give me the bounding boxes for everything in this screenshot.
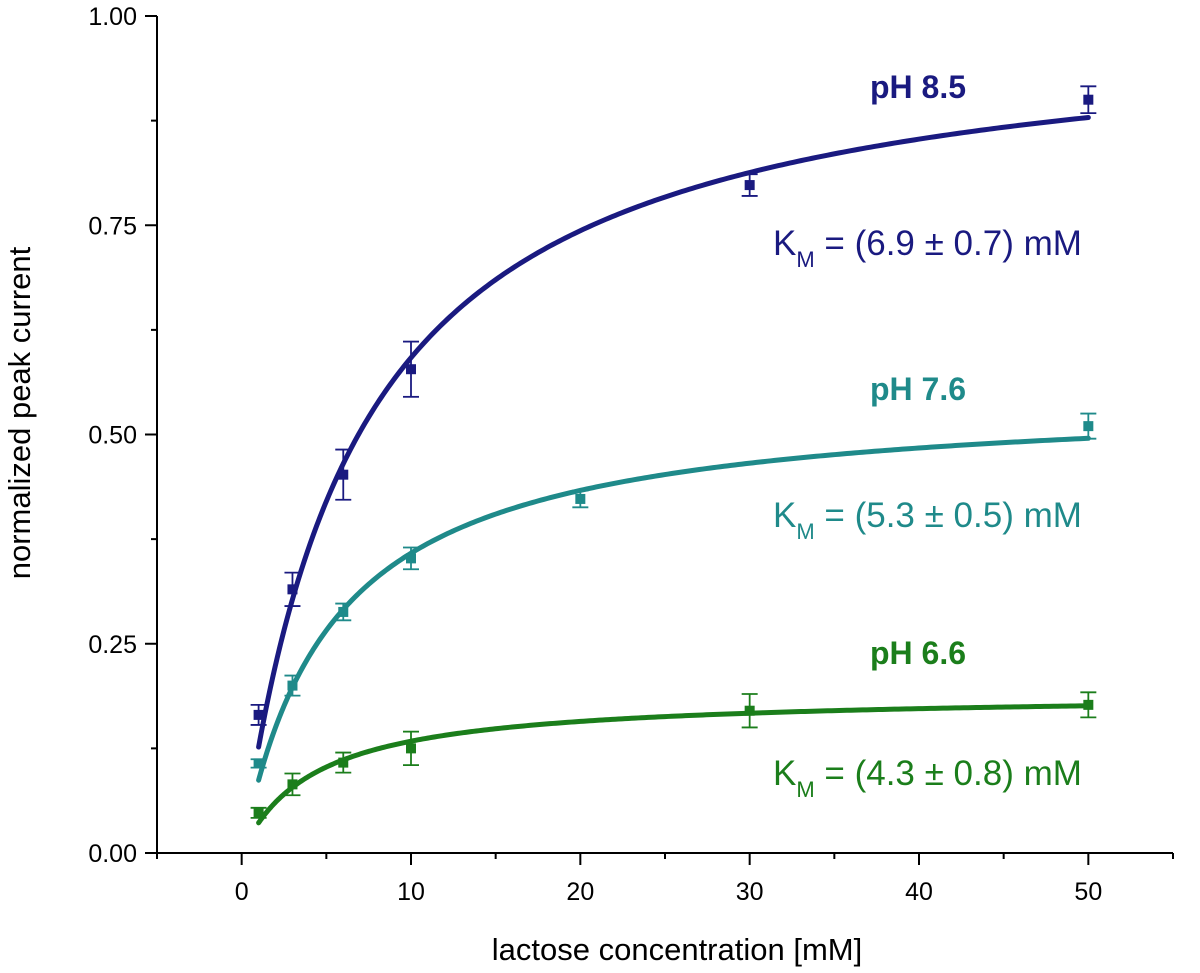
series-label-ph-6-6: pH 6.6: [870, 635, 966, 671]
data-point-ph-6-6: [335, 751, 352, 774]
y-axis-title: normalized peak current: [2, 246, 37, 579]
data-marker: [1083, 699, 1094, 710]
data-marker: [406, 743, 416, 754]
y-tick-label: 0.25: [88, 631, 137, 659]
data-marker: [253, 807, 264, 818]
y-tick-label: 0.00: [88, 840, 137, 868]
data-point-ph-6-6: [250, 806, 267, 819]
data-point-ph-6-6: [403, 730, 419, 767]
x-tick-label: 0: [235, 878, 249, 906]
data-marker: [744, 705, 755, 716]
data-marker: [744, 180, 755, 191]
km-label-ph-6-6: KM = (4.3 ± 0.8) mM: [773, 754, 1082, 802]
data-point-ph-8-5: [741, 173, 758, 197]
data-marker: [287, 680, 298, 691]
km-subscript: M: [796, 519, 814, 544]
data-point-ph-8-5: [335, 448, 352, 501]
data-marker: [338, 757, 349, 768]
fit-curve-ph-7-6: [256, 435, 1091, 783]
data-marker: [253, 758, 264, 769]
km-subscript: M: [796, 777, 814, 802]
km-value: = (5.3 ± 0.5) mM: [815, 496, 1082, 535]
km-symbol: K: [773, 496, 796, 535]
data-marker: [287, 584, 298, 595]
x-tick-label: 30: [736, 878, 764, 906]
data-marker: [338, 469, 349, 480]
data-points: [250, 85, 1097, 819]
data-point-ph-8-5: [403, 340, 419, 398]
x-tick-label: 50: [1074, 878, 1102, 906]
data-marker: [1083, 94, 1094, 105]
x-tick-label: 10: [397, 878, 425, 906]
data-point-ph-7-6: [1080, 412, 1097, 440]
km-symbol: K: [773, 754, 796, 793]
data-marker: [338, 606, 349, 617]
data-point-ph-6-6: [741, 693, 758, 729]
y-tick-label: 1.00: [88, 3, 137, 31]
km-label-ph-8-5: KM = (6.9 ± 0.7) mM: [773, 224, 1082, 272]
data-point-ph-6-6: [284, 772, 301, 797]
fit-curve-ph-6-6: [256, 703, 1091, 826]
km-label-ph-7-6: KM = (5.3 ± 0.5) mM: [773, 496, 1082, 544]
series-label-ph-7-6: pH 7.6: [870, 371, 966, 407]
data-marker: [406, 364, 416, 375]
data-point-ph-8-5: [284, 571, 301, 607]
km-subscript: M: [796, 247, 814, 272]
data-marker: [575, 493, 586, 504]
km-symbol: K: [773, 224, 796, 263]
fit-curve-ph-8-5: [256, 115, 1091, 750]
axes: 0 10 20 30 40 50 0.00 0.25 0.50 0.75 1.00: [88, 3, 1174, 906]
data-point-ph-7-6: [335, 602, 352, 622]
x-axis-title: lactose concentration [mM]: [492, 932, 862, 967]
data-point-ph-7-6: [284, 674, 301, 697]
data-point-ph-8-5: [1080, 85, 1097, 114]
data-marker: [253, 709, 264, 720]
y-tick-label: 0.50: [88, 422, 137, 450]
data-point-ph-7-6: [403, 546, 419, 571]
data-marker: [287, 779, 298, 790]
fit-curves: [256, 115, 1091, 826]
data-marker: [406, 553, 416, 564]
data-point-ph-7-6: [250, 758, 267, 769]
data-marker: [1083, 421, 1094, 432]
km-value: = (6.9 ± 0.7) mM: [815, 224, 1082, 263]
series-label-ph-8-5: pH 8.5: [870, 69, 966, 105]
km-value: = (4.3 ± 0.8) mM: [815, 754, 1082, 793]
x-tick-label: 20: [566, 878, 594, 906]
x-tick-label: 40: [905, 878, 933, 906]
data-point-ph-6-6: [1080, 691, 1097, 719]
data-point-ph-8-5: [250, 703, 267, 726]
data-point-ph-7-6: [572, 489, 589, 509]
y-tick-label: 0.75: [88, 212, 137, 240]
